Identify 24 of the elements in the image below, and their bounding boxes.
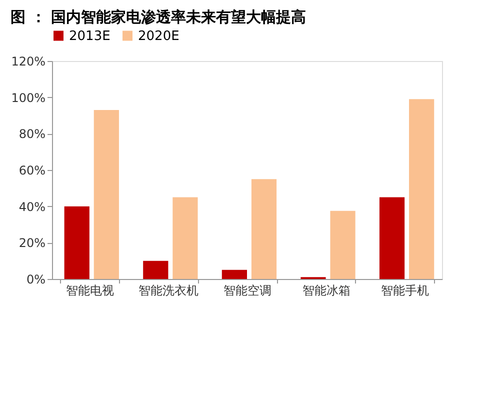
bar <box>64 206 90 279</box>
y-tick-label: 80% <box>18 127 46 142</box>
x-tick-label: 智能洗衣机 <box>138 284 199 298</box>
x-tick-label: 智能冰箱 <box>302 284 350 298</box>
bar <box>330 210 356 279</box>
bar <box>94 110 119 279</box>
bar <box>222 270 247 279</box>
y-tick-label: 0% <box>26 272 46 286</box>
bar <box>251 179 277 279</box>
bar <box>379 197 405 279</box>
x-tick-label: 智能手机 <box>381 284 430 298</box>
y-tick-label: 40% <box>18 200 46 214</box>
bar <box>143 260 168 279</box>
y-tick-label: 60% <box>18 164 46 178</box>
legend-label: 2020E <box>138 28 180 44</box>
y-tick-label: 100% <box>11 90 46 105</box>
bar <box>172 197 198 279</box>
bar <box>409 99 434 279</box>
y-tick-label: 20% <box>18 236 46 250</box>
chart-title: 图 ： 国内智能家电渗透率未来有望大幅提高 <box>10 8 306 26</box>
legend-label: 2013E <box>69 28 110 44</box>
x-tick-label: 智能空调 <box>224 284 272 298</box>
y-tick-label: 120% <box>11 54 46 68</box>
x-tick-label: 智能电视 <box>66 284 114 298</box>
